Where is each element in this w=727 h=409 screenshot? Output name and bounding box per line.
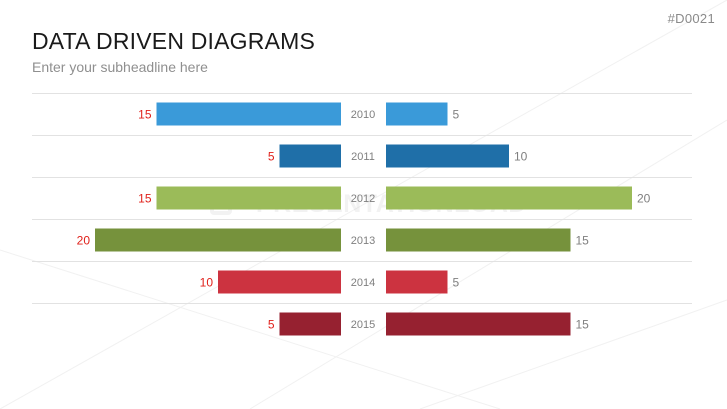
right-bar-2014 xyxy=(386,270,448,294)
right-value-label-2014: 5 xyxy=(453,276,460,290)
left-value-label-2014: 10 xyxy=(200,276,214,290)
slide-id: #D0021 xyxy=(667,11,715,26)
left-value-label-2010: 15 xyxy=(138,108,152,122)
right-bar-2011 xyxy=(386,144,509,168)
right-bar-2010 xyxy=(386,102,448,126)
left-value-label-2012: 15 xyxy=(138,192,152,206)
left-value-label-2011: 5 xyxy=(268,150,275,164)
left-bar-2013 xyxy=(95,228,341,252)
page-title: DATA DRIVEN DIAGRAMS xyxy=(32,28,316,54)
right-value-label-2011: 10 xyxy=(514,150,528,164)
year-label-2012: 2012 xyxy=(351,193,375,205)
right-bar-2012 xyxy=(386,186,632,210)
right-value-label-2012: 20 xyxy=(637,192,651,206)
left-bar-2010 xyxy=(156,102,341,126)
page-subtitle: Enter your subheadline here xyxy=(32,59,208,75)
right-value-label-2015: 15 xyxy=(576,318,590,332)
left-bar-2015 xyxy=(279,312,341,336)
right-bar-2015 xyxy=(386,312,571,336)
right-bar-2013 xyxy=(386,228,571,252)
left-bar-2012 xyxy=(156,186,341,210)
year-label-2014: 2014 xyxy=(351,277,375,289)
left-value-label-2015: 5 xyxy=(268,318,275,332)
year-label-2015: 2015 xyxy=(351,319,375,331)
right-value-label-2013: 15 xyxy=(576,234,590,248)
year-label-2011: 2011 xyxy=(351,151,375,163)
left-value-label-2013: 20 xyxy=(77,234,91,248)
year-label-2013: 2013 xyxy=(351,235,375,247)
left-bar-2011 xyxy=(279,144,341,168)
right-value-label-2010: 5 xyxy=(453,108,460,122)
year-label-2010: 2010 xyxy=(351,109,375,121)
left-bar-2014 xyxy=(218,270,341,294)
